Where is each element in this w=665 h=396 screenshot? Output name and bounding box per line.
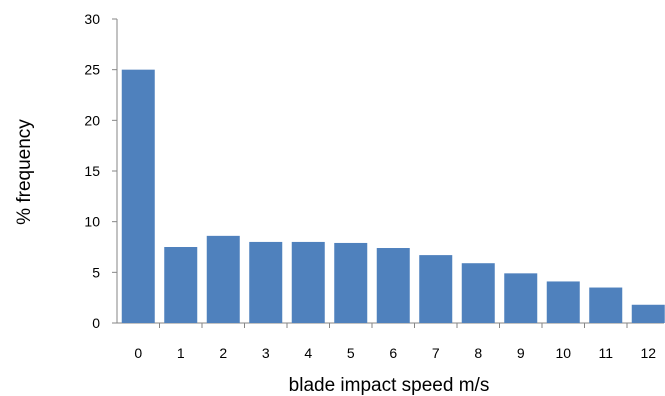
x-tick-label: 7 [432,345,440,361]
bar [249,241,283,323]
y-tick-label: 30 [84,11,100,27]
x-tick-label: 3 [262,345,270,361]
bar [631,304,665,323]
y-tick-label: 5 [92,264,100,280]
x-tick-labels: 0 1 2 3 4 5 6 7 8 9 10 11 12 [134,345,656,361]
bar [121,69,155,324]
bar [206,235,240,323]
x-tick-label: 4 [304,345,312,361]
x-tick-label: 9 [517,345,525,361]
x-tick-label: 5 [347,345,355,361]
x-tick-label: 0 [134,345,142,361]
y-tick-label: 15 [84,163,100,179]
bar [589,287,623,323]
bar [376,248,410,323]
y-tick-label: 20 [84,112,100,128]
x-tick-label: 8 [474,345,482,361]
bar [164,247,198,323]
bar [334,242,368,323]
y-axis-title: % frequency [14,119,35,225]
y-tick-labels: 0 5 10 15 20 25 30 [84,11,100,331]
x-tick-label: 6 [389,345,397,361]
x-tick-label: 2 [219,345,227,361]
bar [419,255,453,323]
y-tick-label: 0 [92,315,100,331]
y-tick-label: 10 [84,214,100,230]
bar [291,241,325,323]
bar [504,273,538,323]
bars-group [121,69,665,324]
x-axis-title: blade impact speed m/s [289,375,490,396]
x-tick-label: 12 [640,345,656,361]
bar [461,263,495,323]
y-tick-label: 25 [84,62,100,78]
bar [546,281,580,323]
x-tick-label: 1 [177,345,185,361]
x-tick-label: 11 [598,345,613,361]
x-tick-label: 10 [555,345,571,361]
